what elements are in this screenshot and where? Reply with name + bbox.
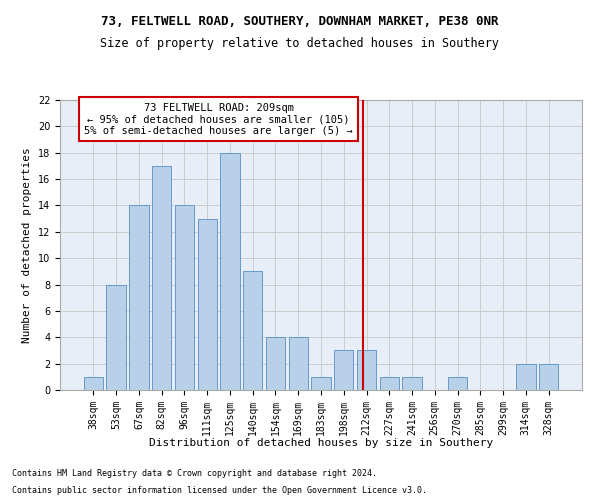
Bar xyxy=(84,377,103,390)
Text: Contains HM Land Registry data © Crown copyright and database right 2024.: Contains HM Land Registry data © Crown c… xyxy=(12,468,377,477)
Bar xyxy=(106,284,126,390)
Bar xyxy=(311,377,331,390)
Bar xyxy=(539,364,558,390)
Bar xyxy=(357,350,376,390)
Bar xyxy=(516,364,536,390)
Bar xyxy=(197,218,217,390)
Bar xyxy=(289,338,308,390)
Text: 73 FELTWELL ROAD: 209sqm
← 95% of detached houses are smaller (105)
5% of semi-d: 73 FELTWELL ROAD: 209sqm ← 95% of detach… xyxy=(84,102,353,136)
Y-axis label: Number of detached properties: Number of detached properties xyxy=(22,147,32,343)
Bar xyxy=(266,338,285,390)
Text: 73, FELTWELL ROAD, SOUTHERY, DOWNHAM MARKET, PE38 0NR: 73, FELTWELL ROAD, SOUTHERY, DOWNHAM MAR… xyxy=(101,15,499,28)
Bar xyxy=(380,377,399,390)
Bar xyxy=(448,377,467,390)
Bar xyxy=(220,152,239,390)
Bar xyxy=(334,350,353,390)
Bar xyxy=(152,166,172,390)
Text: Contains public sector information licensed under the Open Government Licence v3: Contains public sector information licen… xyxy=(12,486,427,495)
Text: Distribution of detached houses by size in Southery: Distribution of detached houses by size … xyxy=(149,438,493,448)
Bar xyxy=(243,272,262,390)
Bar xyxy=(403,377,422,390)
Bar xyxy=(175,206,194,390)
Text: Size of property relative to detached houses in Southery: Size of property relative to detached ho… xyxy=(101,38,499,51)
Bar xyxy=(129,206,149,390)
